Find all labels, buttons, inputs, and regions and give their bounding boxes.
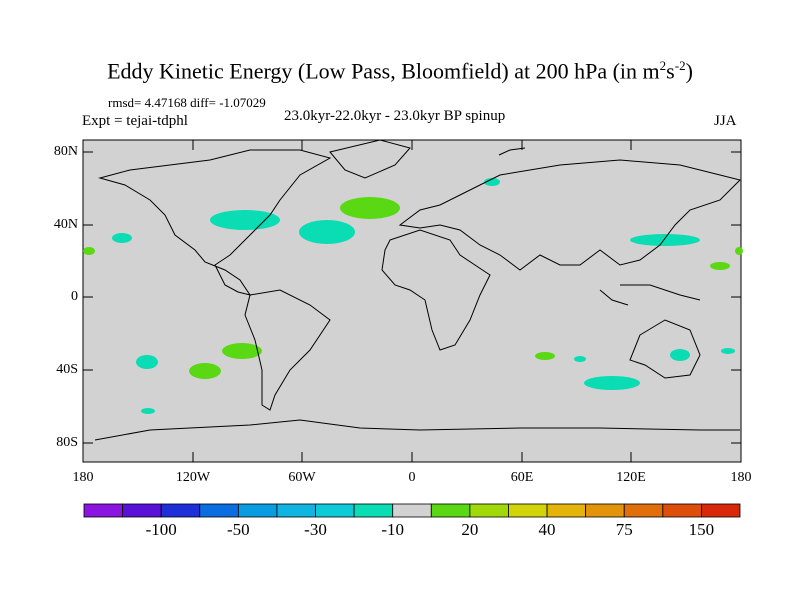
colorbar-box	[430, 503, 471, 518]
region-cyan	[630, 234, 700, 246]
region-cyan	[670, 349, 690, 361]
colorbar-box	[83, 503, 123, 518]
coastlines	[94, 139, 741, 441]
colorbar-label: 40	[538, 520, 556, 539]
colorbar-box	[353, 503, 394, 518]
colorbar-box	[623, 503, 664, 518]
region-green	[340, 197, 400, 219]
colorbar-label: 75	[615, 520, 633, 539]
plot-title: Eddy Kinetic Energy (Low Pass, Bloomfiel…	[107, 58, 693, 84]
region-cyan	[210, 210, 280, 230]
region-cyan	[484, 178, 500, 186]
region-cyan	[136, 355, 158, 369]
colorbar-label: -50	[227, 520, 250, 539]
map-frame	[82, 139, 742, 463]
colorbar-label: -30	[304, 520, 327, 539]
colorbar-label: -10	[381, 520, 405, 539]
lon-label: 180	[730, 470, 752, 485]
region-green	[83, 247, 95, 255]
center-string: 23.0kyr-22.0kyr - 23.0kyr BP spinup	[284, 108, 506, 124]
region-cyan	[584, 376, 640, 390]
region-green	[735, 247, 743, 255]
season-label: JJA	[714, 113, 737, 129]
colorbar-box	[662, 503, 702, 518]
region-cyan	[574, 356, 586, 362]
colorbar-box	[237, 503, 278, 518]
lat-label: 80N	[53, 144, 78, 159]
lon-label: 60E	[510, 470, 534, 485]
colorbar-box	[199, 503, 239, 518]
region-green	[189, 363, 221, 379]
colorbar-box	[585, 503, 625, 518]
lon-label: 60W	[288, 470, 316, 485]
lat-label: 0	[71, 289, 78, 304]
colorbar-box	[276, 503, 316, 518]
lon-label: 180	[72, 470, 94, 485]
region-cyan	[141, 408, 155, 414]
colorbar-box	[392, 503, 432, 518]
lon-label: 120E	[616, 470, 646, 485]
axis-ticks	[83, 140, 741, 462]
colorbar-label: 150	[688, 520, 715, 539]
anomaly-regions	[83, 178, 743, 414]
region-cyan	[112, 233, 132, 243]
colorbar-box	[160, 503, 201, 518]
experiment-label: Expt = tejai-tdphl	[82, 113, 188, 129]
colorbar-box	[508, 503, 548, 518]
colorbar-box	[122, 503, 162, 518]
colorbar-box	[315, 503, 355, 518]
lat-label: 40S	[56, 362, 78, 377]
colorbar-box	[469, 503, 509, 518]
lon-label: 120W	[175, 470, 211, 485]
lat-label: 40N	[53, 217, 78, 232]
region-green	[222, 343, 262, 359]
lon-label: 0	[408, 470, 416, 485]
colorbar-box	[546, 503, 587, 518]
colorbar	[83, 503, 741, 518]
lat-label: 80S	[56, 435, 78, 450]
stats-text: rmsd= 4.47168 diff= -1.07029	[108, 95, 266, 110]
colorbar-label: -100	[145, 520, 177, 539]
region-green	[535, 352, 555, 360]
region-green	[710, 262, 730, 270]
colorbar-box	[701, 503, 741, 518]
region-cyan	[299, 220, 355, 244]
region-cyan	[721, 348, 735, 354]
colorbar-label: 20	[461, 520, 479, 539]
